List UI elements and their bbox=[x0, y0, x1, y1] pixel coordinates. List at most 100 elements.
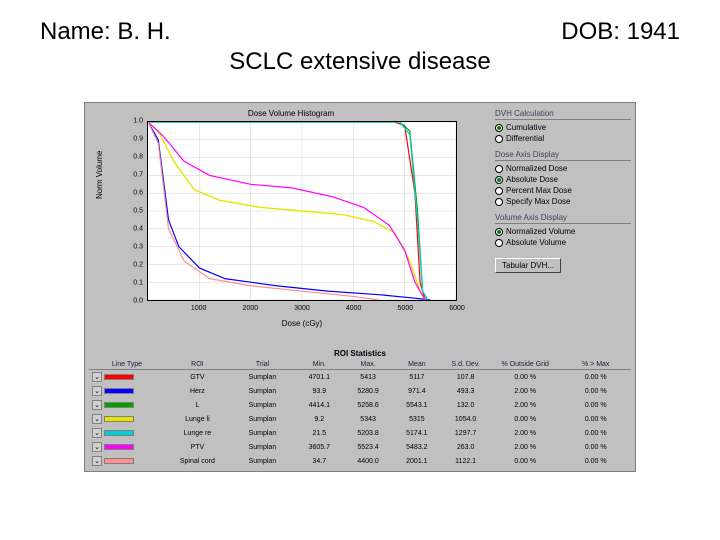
stats-cell: 0.00 % bbox=[560, 454, 631, 468]
stats-cell: 0.00 % bbox=[560, 440, 631, 454]
stats-cell: 3605.7 bbox=[295, 440, 344, 454]
plot-box bbox=[147, 121, 457, 301]
x-tick-label: 5000 bbox=[398, 305, 414, 312]
stats-cell: 4400.0 bbox=[344, 454, 393, 468]
y-tick-label: 0.6 bbox=[133, 190, 143, 197]
table-row: ⌄PTVSumplan3605.75523.45483.2263.02.00 %… bbox=[89, 440, 631, 454]
x-tick-label: 6000 bbox=[449, 305, 465, 312]
chevron-down-icon[interactable]: ⌄ bbox=[92, 400, 102, 410]
y-tick-label: 0.2 bbox=[133, 262, 143, 269]
y-tick-label: 0.9 bbox=[133, 136, 143, 143]
opt-group-dose-axis: Dose Axis Display Normalized DoseAbsolut… bbox=[495, 150, 631, 207]
radio-icon bbox=[495, 239, 503, 247]
stats-cell: 5315 bbox=[392, 412, 441, 426]
tabular-dvh-button[interactable]: Tabular DVH... bbox=[495, 258, 561, 273]
chevron-down-icon[interactable]: ⌄ bbox=[92, 442, 102, 452]
stats-cell: Sumplan bbox=[230, 398, 295, 412]
y-tick-label: 0.5 bbox=[133, 208, 143, 215]
stats-cell: 1054.0 bbox=[441, 412, 490, 426]
color-swatch bbox=[104, 458, 134, 464]
stats-col-header: Trial bbox=[230, 360, 295, 370]
chevron-down-icon[interactable]: ⌄ bbox=[92, 372, 102, 382]
stats-col-header: Min. bbox=[295, 360, 344, 370]
stats-cell: 5280.9 bbox=[344, 384, 393, 398]
stats-cell: 971.4 bbox=[392, 384, 441, 398]
radio-option[interactable]: Percent Max Dose bbox=[495, 185, 631, 196]
stats-cell: Sumplan bbox=[230, 426, 295, 440]
radio-option[interactable]: Cumulative bbox=[495, 122, 631, 133]
stats-title: ROI Statistics bbox=[89, 347, 631, 360]
color-swatch bbox=[104, 402, 134, 408]
radio-option[interactable]: Specify Max Dose bbox=[495, 196, 631, 207]
color-swatch bbox=[104, 416, 134, 422]
table-row: ⌄Spinal cordSumplan34.74400.02001.11122.… bbox=[89, 454, 631, 468]
radio-label: Specify Max Dose bbox=[506, 197, 570, 206]
radio-label: Absolute Dose bbox=[506, 175, 558, 184]
stats-col-header: Max. bbox=[344, 360, 393, 370]
stats-cell: 0.00 % bbox=[560, 398, 631, 412]
radio-icon bbox=[495, 198, 503, 206]
stats-cell: 5117 bbox=[392, 370, 441, 385]
diagnosis-text: SCLC extensive disease bbox=[229, 48, 490, 75]
chevron-down-icon[interactable]: ⌄ bbox=[92, 428, 102, 438]
stats-cell: Lunge li bbox=[165, 412, 230, 426]
stats-cell: 0.00 % bbox=[490, 412, 560, 426]
table-row: ⌄Lunge liSumplan9.2534353151054.00.00 %0… bbox=[89, 412, 631, 426]
stats-cell: 5543.1 bbox=[392, 398, 441, 412]
radio-option[interactable]: Normalized Dose bbox=[495, 163, 631, 174]
stats-cell: 21.5 bbox=[295, 426, 344, 440]
stats-cell: 0.00 % bbox=[490, 454, 560, 468]
chart-area: Dose Volume Histogram Norm Volume 0.00.1… bbox=[91, 109, 491, 339]
stats-cell: 1122.1 bbox=[441, 454, 490, 468]
stats-cell: 5343 bbox=[344, 412, 393, 426]
stats-cell: 4701.1 bbox=[295, 370, 344, 385]
stats-cell: 4414.1 bbox=[295, 398, 344, 412]
stats-cell: 2.00 % bbox=[490, 384, 560, 398]
stats-cell: Sumplan bbox=[230, 412, 295, 426]
stats-cell: Sumplan bbox=[230, 370, 295, 385]
stats-cell: 0.00 % bbox=[560, 384, 631, 398]
opt-title-volume-axis: Volume Axis Display bbox=[495, 213, 631, 224]
stats-cell: 2.00 % bbox=[490, 426, 560, 440]
x-tick-label: 2000 bbox=[243, 305, 259, 312]
opt-group-volume-axis: Volume Axis Display Normalized VolumeAbs… bbox=[495, 213, 631, 248]
chevron-down-icon[interactable]: ⌄ bbox=[92, 456, 102, 466]
stats-cell: Sumplan bbox=[230, 454, 295, 468]
y-tick-label: 0.4 bbox=[133, 226, 143, 233]
table-row: ⌄GTVSumplan4701.154135117107.80.00 %0.00… bbox=[89, 370, 631, 385]
stats-cell: 5203.8 bbox=[344, 426, 393, 440]
stats-cell: 0.00 % bbox=[560, 412, 631, 426]
radio-label: Percent Max Dose bbox=[506, 186, 572, 195]
radio-option[interactable]: Normalized Volume bbox=[495, 226, 631, 237]
radio-option[interactable]: Absolute Volume bbox=[495, 237, 631, 248]
radio-label: Normalized Volume bbox=[506, 227, 575, 236]
stats-cell: 0.00 % bbox=[490, 370, 560, 385]
table-row: ⌄LSumplan4414.15258.65543.1132.02.00 %0.… bbox=[89, 398, 631, 412]
stats-cell: 5483.2 bbox=[392, 440, 441, 454]
stats-cell: 493.3 bbox=[441, 384, 490, 398]
dvh-panel: Dose Volume Histogram Norm Volume 0.00.1… bbox=[84, 102, 636, 472]
chevron-down-icon[interactable]: ⌄ bbox=[92, 386, 102, 396]
stats-cell: 0.00 % bbox=[560, 426, 631, 440]
patient-dob: DOB: 1941 bbox=[561, 18, 680, 46]
radio-icon bbox=[495, 176, 503, 184]
stats-cell: Spinal cord bbox=[165, 454, 230, 468]
y-tick-label: 1.0 bbox=[133, 118, 143, 125]
x-tick-label: 3000 bbox=[294, 305, 310, 312]
stats-col-header: % > Max bbox=[560, 360, 631, 370]
radio-option[interactable]: Absolute Dose bbox=[495, 174, 631, 185]
radio-option[interactable]: Differential bbox=[495, 133, 631, 144]
stats-cell: 9.2 bbox=[295, 412, 344, 426]
stats-col-header: % Outside Grid bbox=[490, 360, 560, 370]
x-ticks: 100020003000400050006000 bbox=[147, 305, 457, 315]
stats-col-header: S.d. Dev. bbox=[441, 360, 490, 370]
radio-icon bbox=[495, 124, 503, 132]
stats-cell: 263.0 bbox=[441, 440, 490, 454]
color-swatch bbox=[104, 374, 134, 380]
stats-cell: 132.0 bbox=[441, 398, 490, 412]
stats-cell: PTV bbox=[165, 440, 230, 454]
stats-cell: Lunge re bbox=[165, 426, 230, 440]
stats-cell: 5258.6 bbox=[344, 398, 393, 412]
chevron-down-icon[interactable]: ⌄ bbox=[92, 414, 102, 424]
radio-icon bbox=[495, 165, 503, 173]
